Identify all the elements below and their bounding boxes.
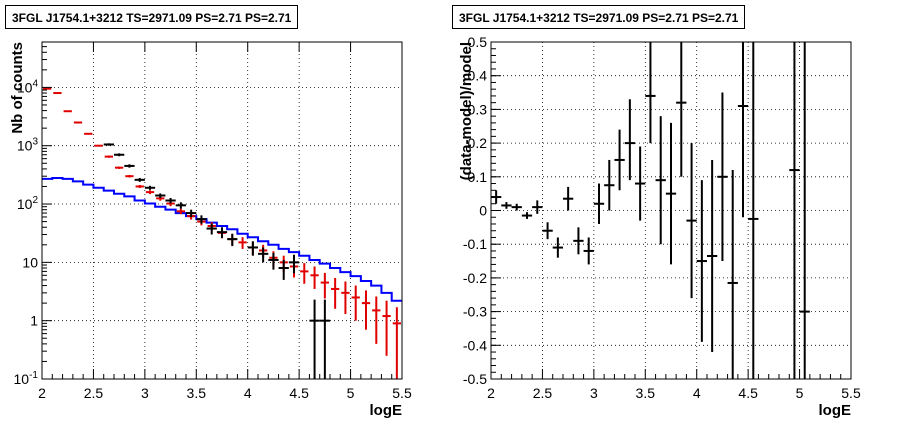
y-axis-title: Nb of counts [9, 42, 26, 134]
x-tick-label: 4.5 [289, 385, 309, 401]
x-tick-label: 5 [347, 385, 355, 401]
x-tick-label: 2.5 [533, 385, 553, 401]
y-axis-title: (data-model)/model [458, 42, 475, 180]
left-pad: 3FGL J1754.1+3212 TS=2971.09 PS=2.71 PS=… [0, 0, 449, 421]
x-tick-label: 2 [38, 385, 46, 401]
x-tick-label: 4 [244, 385, 252, 401]
y-tick-label: 0.5 [468, 34, 488, 50]
plot-frame [41, 41, 403, 380]
y-tick-label: -0.3 [463, 304, 487, 320]
y-tick-label: 10 [22, 254, 38, 270]
x-tick-label: 4.5 [738, 385, 758, 401]
y-tick-label: 0.2 [468, 135, 488, 151]
x-tick-label: 5.5 [841, 385, 861, 401]
x-tick-label: 3 [590, 385, 598, 401]
model-histogram [42, 176, 402, 302]
y-tick-label: -0.4 [463, 337, 487, 353]
y-tick-label: 104 [17, 78, 39, 95]
x-tick-label: 3 [141, 385, 149, 401]
y-tick-label: 10-1 [14, 370, 39, 387]
y-tick-label: 103 [17, 137, 39, 154]
x-tick-label: 5 [796, 385, 804, 401]
y-tick-label: -0.5 [463, 371, 487, 387]
x-tick-label: 5.5 [392, 385, 412, 401]
y-tick-label: 0.3 [468, 101, 488, 117]
right-chart-title: 3FGL J1754.1+3212 TS=2971.09 PS=2.71 PS=… [452, 5, 746, 29]
x-tick-label: 2 [487, 385, 495, 401]
right-chart: 2 2.5 3 3.5 4 4.5 5 5.5 -0.5 -0.4 -0.3 -0.2 -0.1 0 0.1… [458, 34, 861, 419]
y-tick-label: 1 [30, 313, 38, 329]
x-tick-label: 3.5 [187, 385, 207, 401]
y-tick-label: 102 [17, 195, 39, 212]
x-tick-label: 4 [693, 385, 701, 401]
left-chart-title: 3FGL J1754.1+3212 TS=2971.09 PS=2.71 PS=… [5, 5, 299, 29]
x-tick-label: 2.5 [84, 385, 104, 401]
x-axis-title: logE [819, 402, 852, 419]
x-axis-title: logE [370, 402, 403, 419]
y-tick-label: 0.4 [468, 68, 488, 84]
x-tick-label: 3.5 [636, 385, 656, 401]
right-pad: 3FGL J1754.1+3212 TS=2971.09 PS=2.71 PS=… [449, 0, 898, 421]
y-tick-label: 0.1 [468, 169, 488, 185]
y-tick-label: -0.2 [463, 270, 487, 286]
y-tick-label: 0 [479, 203, 487, 219]
left-chart: 2 2.5 3 3.5 4 4.5 5 5.5 10-1 1 10 102 103 104 logE Nb o… [9, 41, 412, 419]
y-tick-label: -0.1 [463, 236, 487, 252]
